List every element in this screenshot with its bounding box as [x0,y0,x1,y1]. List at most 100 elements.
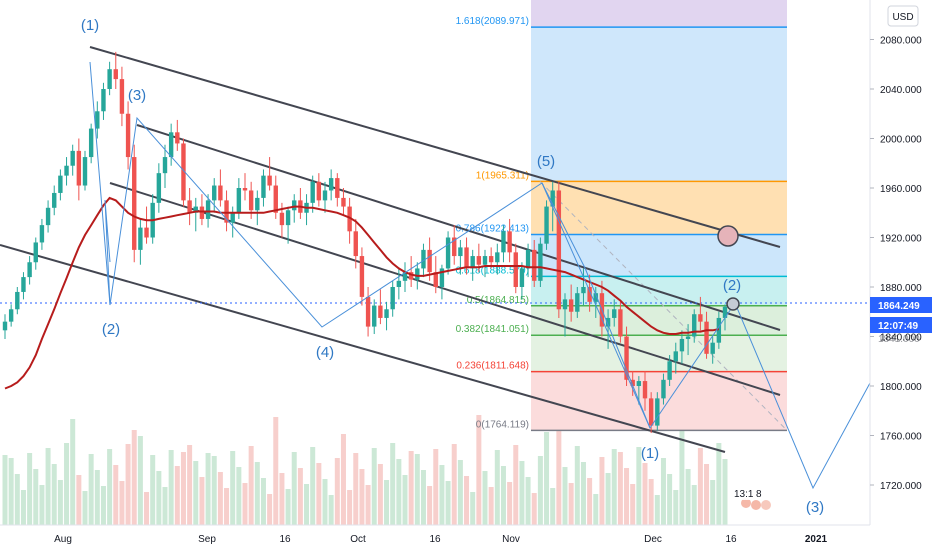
volume-bar [371,448,377,525]
candle-body [372,305,377,327]
time-tick-label: Nov [502,534,520,545]
volume-bar [660,458,666,525]
volume-bar [359,469,365,525]
price-tick-label: 1960.000 [880,184,922,195]
volume-bar [636,447,642,525]
volume-bar [550,488,556,525]
volume-bar [14,474,20,525]
candle-body [439,268,445,287]
candle-body [698,314,703,322]
channel-line[interactable] [0,244,726,453]
wave-label: (3) [128,87,146,104]
fibonacci-retracement[interactable]: 1.618(2089.971) 1(1965.311) 0.786(1922.413… [456,0,788,432]
volume-bar [340,434,346,525]
volume-bar [297,468,303,525]
volume-bar [88,454,94,525]
candle-body [618,309,623,337]
candle-body [378,305,383,318]
fib-band [531,335,787,372]
candle-body [562,299,568,310]
channel-line[interactable] [136,124,781,331]
wave-label: (1) [641,445,659,462]
last-price-badge: 1864.249 [870,297,932,313]
candle-body [156,173,162,203]
candle-body [365,296,371,327]
volume-bar [716,443,722,525]
volume-bar [20,490,26,525]
volume-bar [408,451,414,525]
candle-body [292,200,297,211]
price-tick-label: 2080.000 [880,36,922,47]
volume-bar [537,456,543,525]
candle-body [716,317,722,343]
candle-body [390,287,395,310]
fib-level-label: 0.786(1922.413) [456,224,529,235]
candle-body [230,212,235,223]
volume-bar [722,459,728,525]
channel-line[interactable] [89,46,781,248]
candle-body [70,150,75,166]
marker-circle-icon[interactable] [717,225,739,247]
event-badge[interactable]: 13:1 8 [730,486,771,510]
candle-body [119,79,125,114]
volume-bar [236,467,242,525]
hidden-price-value: 1841.000 [878,334,920,345]
candle-body [661,379,666,399]
volume-bar [353,453,359,525]
volume-bar [27,453,33,525]
volume-bar [45,448,51,525]
candle-body [507,231,512,253]
candle-body [642,381,648,399]
candle-body [181,143,186,201]
candle-body [673,351,678,362]
candle-body [458,247,463,257]
volume-bar [568,483,574,525]
candle-body [513,252,518,287]
volume-bar [205,453,211,525]
volume-bar [494,450,500,525]
trend-channels[interactable] [0,46,870,453]
fib-level-label: 0.618(1888.579) [456,265,529,276]
elliott-wave[interactable]: (1) (2) (3) (4) (5) (1) (2) (3) [81,17,871,516]
volume-bar [624,468,630,525]
time-tick-label: 16 [429,534,441,545]
volume-bar [642,463,648,525]
volume-bar [667,474,673,525]
wave-path[interactable] [541,182,651,429]
marker-circle-icon[interactable] [726,297,740,311]
volume-bar [267,494,273,525]
candle-body [76,150,82,186]
candle-body [605,317,611,327]
candle-body [279,212,285,226]
time-tick-label: Sep [198,534,216,545]
volume-bar [673,490,679,525]
candle-body [415,268,420,280]
candle-body [95,111,100,129]
price-tick-label: 1840.000 [880,333,922,344]
volume-bar [599,457,605,525]
candle-body [532,249,537,281]
volume-bar [193,461,199,525]
volume-bar [464,476,470,525]
fib-band [531,181,787,235]
volume-bar [697,448,703,525]
price-axis[interactable] [870,0,932,525]
volume-bar [150,455,156,525]
candle-body [612,309,617,318]
candle-body [187,200,192,213]
candle-body [285,210,291,226]
candle-body [144,227,149,238]
volume-bar [390,443,396,525]
candle-body [470,256,475,269]
channel-line[interactable] [109,182,781,396]
volume-bar [125,444,131,525]
candle-body [255,197,260,211]
fib-level-label: 1(1965.311) [476,170,529,181]
candle-body [310,181,315,203]
currency-badge[interactable] [887,5,919,27]
volume-bar [562,467,568,525]
volume-bar [144,492,150,525]
time-axis[interactable] [0,525,932,550]
volume-bar [377,464,383,525]
